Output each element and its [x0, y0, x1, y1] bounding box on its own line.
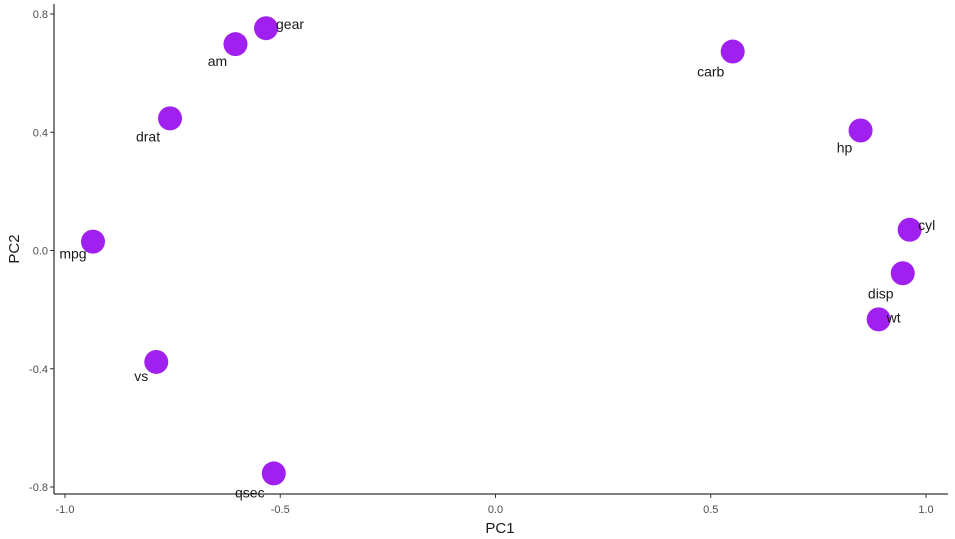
point-labels: mpg cyl disp hp drat wt qsec vs am gear carb — [59, 16, 935, 500]
point-drat — [158, 106, 183, 131]
x-tick-label: 0.0 — [488, 504, 503, 516]
point-label-hp: hp — [837, 139, 853, 155]
point-label-cyl: cyl — [918, 217, 935, 233]
point-label-wt: wt — [886, 309, 901, 325]
point-disp — [890, 261, 915, 286]
point-label-drat: drat — [136, 128, 160, 144]
y-axis-ticks: -0.8 -0.4 0.0 0.4 0.8 — [29, 9, 54, 494]
point-wt — [866, 307, 891, 332]
x-tick-label: 1.0 — [918, 504, 933, 516]
x-tick-label: 0.5 — [703, 504, 718, 516]
point-label-gear: gear — [276, 16, 304, 32]
x-axis-ticks: -1.0 -0.5 0.0 0.5 1.0 — [56, 494, 934, 516]
y-tick-label: -0.4 — [29, 364, 48, 376]
y-tick-label: 0.0 — [33, 246, 48, 258]
point-label-am: am — [208, 53, 227, 69]
point-hp — [848, 118, 873, 143]
point-label-mpg: mpg — [59, 246, 86, 262]
point-label-vs: vs — [134, 368, 148, 384]
y-axis-title: PC2 — [6, 234, 23, 263]
x-tick-label: -1.0 — [56, 504, 75, 516]
point-am — [223, 32, 248, 57]
point-mpg — [80, 229, 105, 254]
y-tick-label: -0.8 — [29, 482, 48, 494]
point-label-qsec: qsec — [235, 484, 265, 500]
point-label-carb: carb — [697, 64, 724, 80]
point-gear — [254, 16, 279, 41]
x-axis-title: PC1 — [485, 520, 514, 537]
y-tick-label: 0.4 — [33, 127, 48, 139]
point-qsec — [261, 461, 286, 486]
point-vs — [144, 349, 169, 374]
data-points — [80, 16, 922, 486]
point-label-disp: disp — [868, 285, 894, 301]
x-tick-label: -0.5 — [271, 504, 290, 516]
y-tick-label: 0.8 — [33, 9, 48, 21]
point-cyl — [897, 217, 922, 242]
axes — [53, 4, 948, 495]
point-carb — [720, 39, 745, 64]
